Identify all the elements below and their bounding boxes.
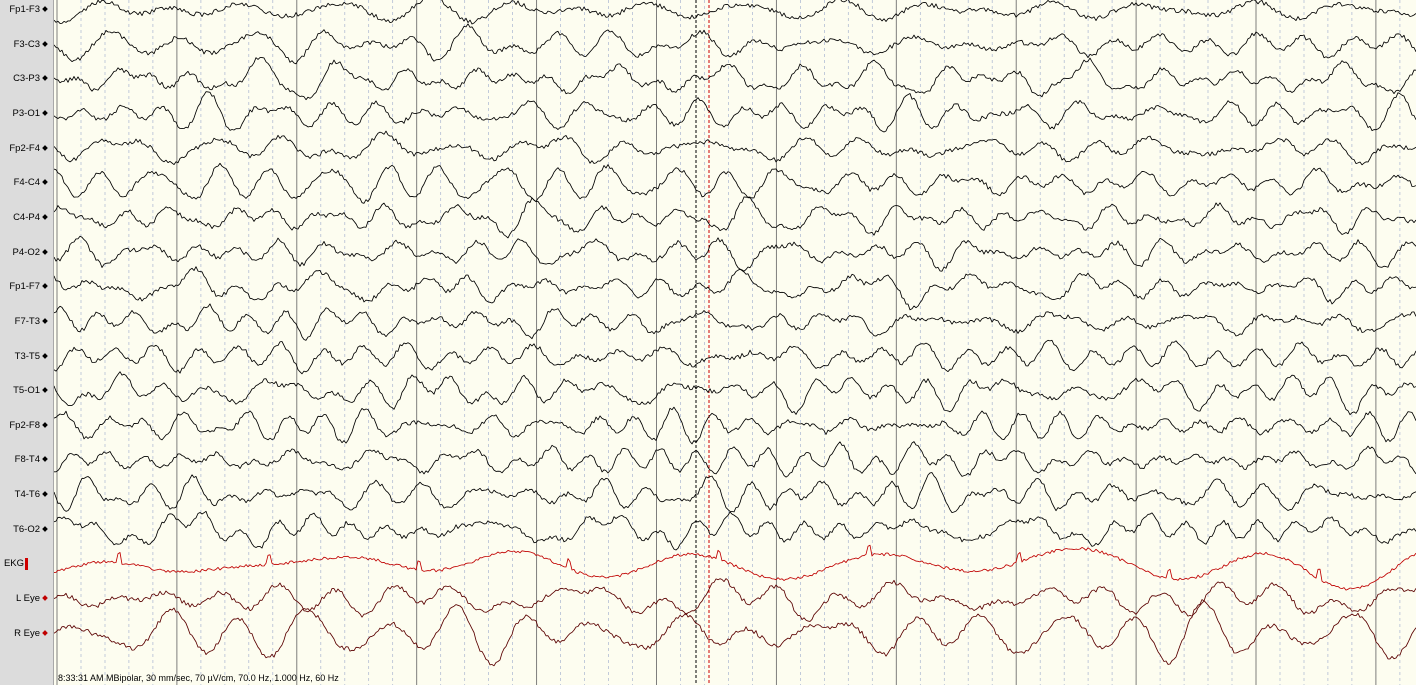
trace-c4-p4: [54, 196, 1416, 239]
channel-diamond-icon: [42, 6, 48, 12]
channel-name: R Eye: [14, 627, 40, 639]
channel-name: Fp2-F8: [9, 419, 40, 431]
channel-name: EKG: [3, 558, 24, 570]
trace-t6-o2: [54, 510, 1416, 551]
channel-name: T3-T5: [14, 350, 40, 362]
channel-label-p3-o1[interactable]: P3-O1: [0, 107, 53, 121]
channel-label-fp2-f4[interactable]: Fp2-F4: [0, 142, 53, 156]
channel-name: F7-T3: [14, 315, 40, 327]
trace-t3-t5: [54, 339, 1416, 375]
channel-label-t3-t5[interactable]: T3-T5: [0, 350, 53, 364]
time-cursors[interactable]: [695, 0, 710, 685]
trace-r-eye: [54, 599, 1416, 667]
channel-name: Fp1-F3: [9, 4, 40, 15]
channel-diamond-icon: [42, 456, 48, 463]
channel-name: P3-O1: [12, 107, 40, 119]
channel-label-f4-c4[interactable]: F4-C4: [0, 176, 53, 190]
channel-diamond-icon: [42, 491, 48, 497]
channel-diamond-icon: [42, 40, 48, 47]
channel-name: P4-O2: [12, 246, 40, 258]
channel-label-ekg[interactable]: EKG: [0, 557, 53, 571]
trace-f7-t3: [54, 303, 1416, 341]
channel-name: T4-T6: [14, 489, 40, 501]
channel-label-f7-t3[interactable]: F7-T3: [0, 315, 53, 329]
channel-name: L Eye: [16, 593, 40, 605]
channel-diamond-icon: [42, 214, 48, 220]
channel-diamond-icon: [42, 110, 48, 116]
channel-label-p4-o2[interactable]: P4-O2: [0, 246, 53, 260]
status-bar: 8:33:31 AM MBipolar, 30 mm/sec, 70 µV/cm…: [58, 673, 339, 683]
trace-f3-c3: [54, 23, 1416, 65]
trace-c3-p3: [54, 57, 1416, 101]
trace-t4-t6: [54, 472, 1416, 514]
channel-name: T6-O2: [13, 523, 40, 535]
channel-diamond-icon: [42, 629, 48, 636]
channel-label-c3-p3[interactable]: C3-P3: [0, 72, 53, 86]
trace-fp1-f7: [54, 266, 1416, 311]
channel-name: C4-P4: [13, 211, 40, 223]
channel-label-f3-c3[interactable]: F3-C3: [0, 38, 53, 52]
trace-f4-c4: [54, 162, 1416, 204]
eeg-waveform-plot[interactable]: [54, 0, 1416, 685]
channel-label-fp1-f3[interactable]: Fp1-F3: [0, 3, 53, 17]
channel-label-t6-o2[interactable]: T6-O2: [0, 523, 53, 537]
channel-label-t5-o1[interactable]: T5-O1: [0, 384, 53, 398]
channel-label-fp2-f8[interactable]: Fp2-F8: [0, 419, 53, 433]
channel-name: F8-T4: [14, 454, 40, 466]
trace-fp2-f8: [54, 406, 1416, 445]
waveform-traces: [54, 0, 1416, 667]
channel-label-f8-t4[interactable]: F8-T4: [0, 453, 53, 467]
channel-diamond-icon: [42, 595, 48, 601]
channel-diamond-icon: [42, 283, 48, 290]
channel-name: F3-C3: [13, 38, 40, 50]
channel-diamond-icon: [42, 179, 48, 186]
trace-ekg: [54, 544, 1416, 591]
trace-p3-o1: [54, 91, 1416, 133]
trace-fp2-f4: [54, 130, 1416, 166]
channel-label-c4-p4[interactable]: C4-P4: [0, 211, 53, 225]
channel-label-column: Fp1-F3 F3-C3 C3-P3 P3-O1 Fp2-F4 F4-C4 C4-P4 P4-…: [0, 0, 54, 685]
trace-fp1-f3: [54, 0, 1416, 25]
trace-t5-o1: [54, 371, 1416, 416]
trace-f8-t4: [54, 441, 1416, 478]
channel-name: Fp1-F7: [9, 281, 40, 293]
channel-label-r-eye[interactable]: R Eye: [0, 627, 53, 641]
channel-label-fp1-f7[interactable]: Fp1-F7: [0, 280, 53, 294]
channel-diamond-icon: [42, 352, 48, 359]
channel-name: F4-C4: [13, 177, 40, 189]
channel-diamond-icon: [42, 318, 48, 324]
channel-diamond-icon: [42, 144, 48, 151]
channel-name: C3-P3: [13, 73, 40, 85]
channel-name: Fp2-F4: [9, 142, 40, 154]
channel-diamond-icon: [42, 248, 48, 255]
trace-l-eye: [54, 578, 1416, 622]
channel-name: T5-O1: [13, 385, 40, 397]
channel-diamond-icon: [42, 421, 48, 428]
channel-flag-icon: [25, 558, 28, 571]
channel-label-l-eye[interactable]: L Eye: [0, 592, 53, 606]
channel-diamond-icon: [42, 387, 48, 393]
channel-label-t4-t6[interactable]: T4-T6: [0, 488, 53, 502]
channel-diamond-icon: [42, 75, 48, 82]
channel-diamond-icon: [42, 525, 48, 532]
trace-p4-o2: [54, 235, 1416, 272]
